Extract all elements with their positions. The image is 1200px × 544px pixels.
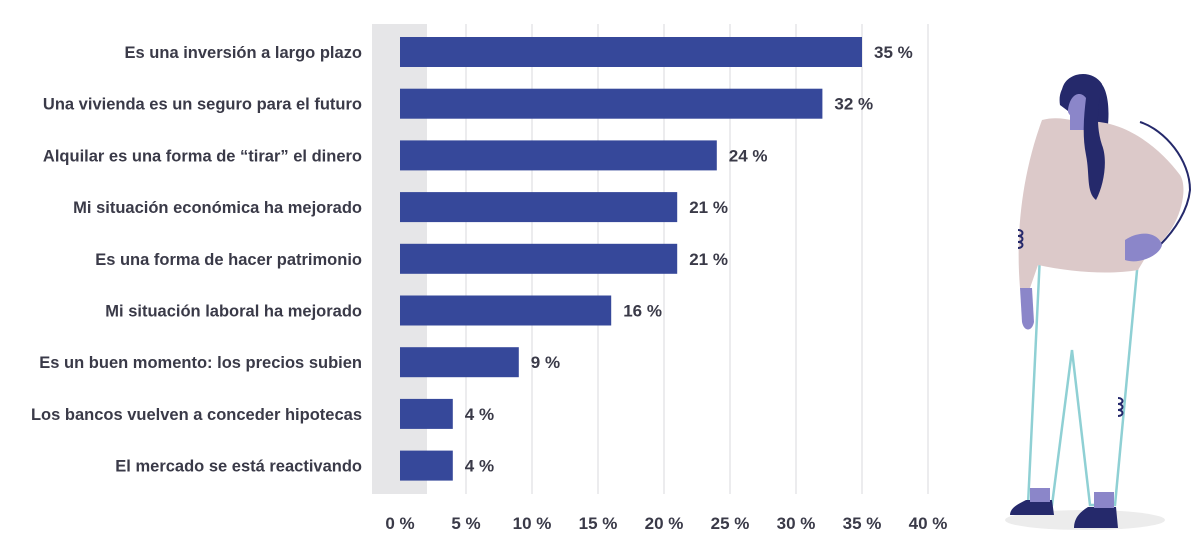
category-label: Alquilar es una forma de “tirar” el dine…: [43, 147, 362, 165]
category-label: Mi situación económica ha mejorado: [73, 199, 362, 217]
swirl-decoration: [1117, 397, 1124, 417]
x-tick-label: 30 %: [777, 514, 816, 533]
standing-woman-illustration: [1005, 73, 1192, 530]
pants: [1026, 253, 1140, 507]
x-tick-label: 25 %: [711, 514, 750, 533]
category-label: Es una forma de hacer patrimonio: [95, 251, 362, 269]
x-tick-label: 5 %: [451, 514, 480, 533]
bar: [400, 88, 823, 119]
category-label: Los bancos vuelven a conceder hipotecas: [31, 406, 362, 424]
hair-front: [1062, 73, 1105, 200]
value-label: 21 %: [689, 198, 728, 217]
category-label: Es una inversión a largo plazo: [125, 44, 362, 62]
value-labels: 35 % 32 % 24 % 21 % 21 % 16 % 9 % 4 % 4 %: [465, 43, 913, 476]
bar: [400, 398, 453, 429]
x-tick-label: 40 %: [909, 514, 948, 533]
bar: [400, 295, 612, 326]
value-label: 9 %: [531, 353, 560, 372]
x-tick-label: 20 %: [645, 514, 684, 533]
value-label: 35 %: [874, 43, 913, 62]
x-tick-label: 15 %: [579, 514, 618, 533]
value-label: 21 %: [689, 250, 728, 269]
value-label: 4 %: [465, 457, 494, 476]
category-label: Es un buen momento: los precios subien: [39, 354, 362, 372]
bar: [400, 243, 678, 274]
x-tick-label: 0 %: [385, 514, 414, 533]
bar: [400, 347, 519, 378]
left-hand: [1020, 288, 1034, 330]
right-shoe: [1074, 507, 1118, 528]
bar: [400, 37, 862, 67]
bar: [400, 192, 678, 223]
value-label: 4 %: [465, 405, 494, 424]
bars: [400, 37, 862, 481]
right-sock: [1094, 492, 1114, 508]
x-tick-label: 35 %: [843, 514, 882, 533]
left-shoe: [1010, 500, 1054, 515]
value-label: 24 %: [729, 146, 768, 165]
category-label: Una vivienda es un seguro para el futuro: [43, 96, 362, 114]
sweater-outline: [1139, 121, 1192, 246]
left-sock: [1030, 488, 1050, 502]
swirl-decoration: [1017, 229, 1024, 249]
category-label: Mi situación laboral ha mejorado: [105, 303, 362, 321]
bar: [400, 450, 453, 481]
bar: [400, 140, 717, 171]
x-axis-tick-labels: 0 % 5 % 10 % 15 % 20 % 25 % 30 % 35 % 40 %: [385, 514, 947, 533]
value-label: 32 %: [834, 95, 873, 114]
category-labels: Es una inversión a largo plazo Una vivien…: [31, 44, 362, 476]
right-hand: [1125, 233, 1162, 262]
category-label: El mercado se está reactivando: [115, 458, 362, 476]
value-label: 16 %: [623, 302, 662, 321]
x-tick-label: 10 %: [513, 514, 552, 533]
